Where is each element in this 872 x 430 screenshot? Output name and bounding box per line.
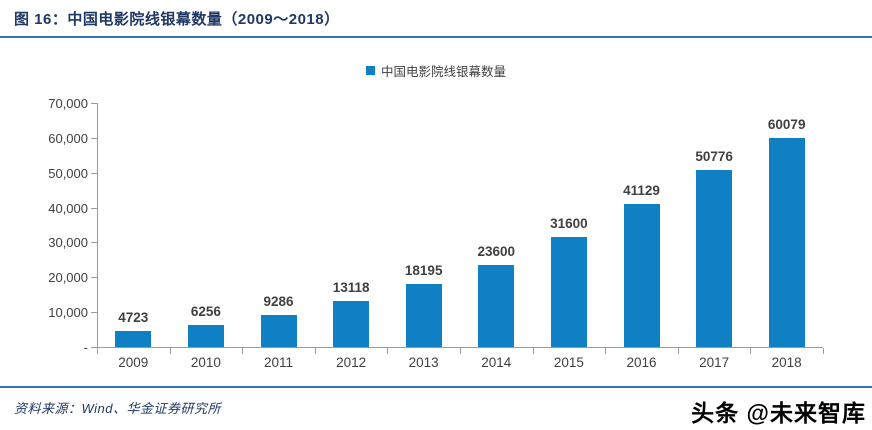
bar-2009 xyxy=(115,330,152,347)
legend: 中国电影院线银幕数量 xyxy=(0,61,872,80)
bar-value-label: 6256 xyxy=(190,304,221,320)
y-tick-label: 30,000 xyxy=(48,235,88,251)
x-tick-mark xyxy=(460,348,461,354)
y-tick-label: 40,000 xyxy=(48,200,88,216)
bar-2011 xyxy=(260,314,297,347)
bar-2012 xyxy=(333,301,370,347)
chart-title: 图 16：中国电影院线银幕数量（2009～2018） xyxy=(14,11,340,28)
title-divider xyxy=(0,36,872,38)
x-axis-line xyxy=(97,347,823,348)
source-note: 资料来源：Wind、华金证券研究所 xyxy=(14,401,222,416)
y-tick-label: - xyxy=(83,340,88,355)
legend-label: 中国电影院线银幕数量 xyxy=(380,65,506,79)
x-tick-mark xyxy=(97,348,98,354)
bar-value-label: 31600 xyxy=(550,215,588,231)
legend-swatch-icon xyxy=(365,66,375,75)
bar-2015 xyxy=(550,236,587,347)
bar-2014 xyxy=(478,264,515,347)
bar-value-label: 18195 xyxy=(404,262,443,278)
bar-2018 xyxy=(768,137,805,347)
bar-2016 xyxy=(623,203,660,347)
y-tick-mark xyxy=(91,242,97,244)
bar-value-label: 23600 xyxy=(477,243,516,259)
bar-2013 xyxy=(405,283,442,347)
watermark-logo: 头条 @未来智库 xyxy=(691,400,866,426)
bar-2017 xyxy=(696,170,733,347)
x-tick-mark xyxy=(750,348,752,354)
x-category-label: 2012 xyxy=(336,355,367,370)
x-tick-mark xyxy=(823,348,824,354)
x-tick-mark xyxy=(169,348,171,354)
x-category-label: 2014 xyxy=(481,355,512,370)
x-category-label: 2017 xyxy=(699,355,730,370)
x-tick-mark xyxy=(387,348,389,354)
y-tick-mark xyxy=(91,347,97,348)
y-tick-label: 50,000 xyxy=(48,165,88,181)
bar-value-label: 50776 xyxy=(695,149,733,164)
bar-value-label: 13118 xyxy=(332,280,370,296)
y-tick-label: 60,000 xyxy=(48,130,88,146)
y-tick-mark xyxy=(91,137,97,139)
y-tick-label: 10,000 xyxy=(48,305,88,321)
y-tick-mark xyxy=(91,172,97,174)
y-axis-line xyxy=(97,103,98,347)
x-category-label: 2016 xyxy=(626,355,657,370)
x-tick-mark xyxy=(242,348,244,354)
x-category-label: 2018 xyxy=(771,355,802,370)
bar-value-label: 9286 xyxy=(263,293,294,309)
y-tick-mark xyxy=(91,277,97,279)
x-tick-mark xyxy=(314,348,316,354)
bar-2010 xyxy=(187,325,224,347)
footer-divider xyxy=(0,386,872,388)
y-tick-mark xyxy=(91,207,97,209)
x-tick-mark xyxy=(532,348,534,354)
y-tick-label: 70,000 xyxy=(48,96,88,111)
y-tick-mark xyxy=(91,103,97,104)
bar-value-label: 60079 xyxy=(767,116,806,132)
x-category-label: 2015 xyxy=(553,355,584,370)
x-tick-mark xyxy=(605,348,607,354)
bar-value-label: 4723 xyxy=(118,309,149,325)
x-category-label: 2010 xyxy=(190,355,221,370)
bar-value-label: 41129 xyxy=(623,182,660,198)
x-category-label: 2011 xyxy=(263,355,293,370)
x-category-label: 2013 xyxy=(408,355,439,370)
x-category-label: 2009 xyxy=(118,355,149,370)
y-tick-mark xyxy=(91,312,97,314)
y-tick-label: 20,000 xyxy=(48,270,88,286)
x-tick-mark xyxy=(677,348,679,354)
